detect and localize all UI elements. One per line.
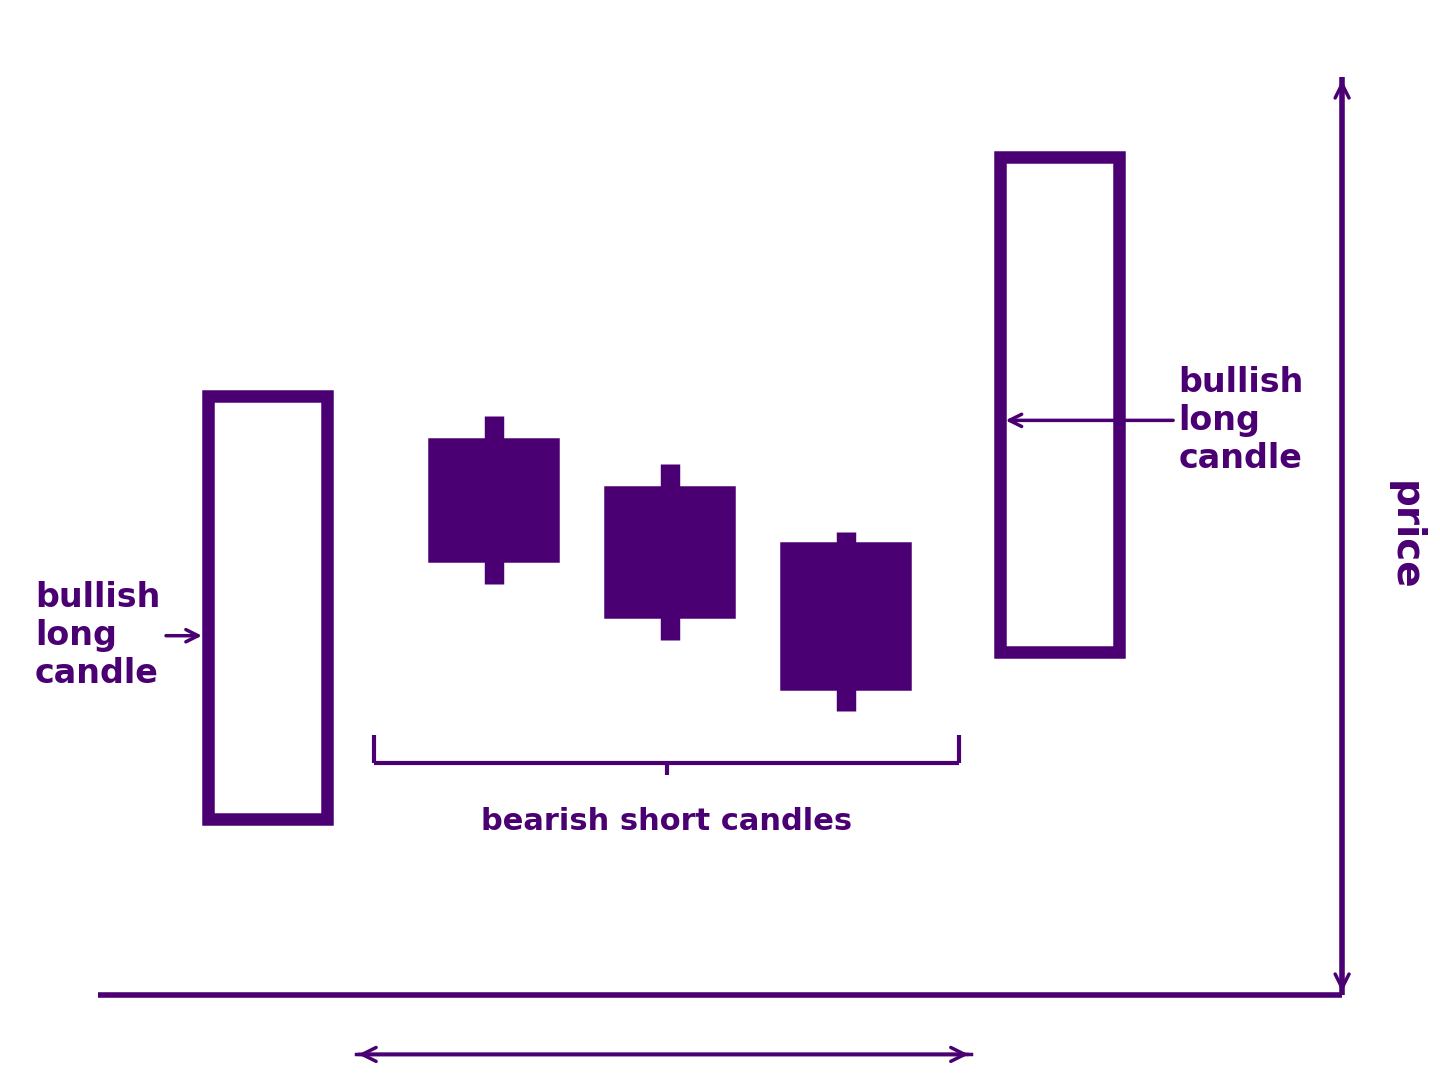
Bar	[433, 444, 553, 556]
Text: bearish short candles: bearish short candles	[481, 807, 852, 836]
Text: bullish
long
candle: bullish long candle	[35, 581, 199, 690]
Text: bullish
long
candle: bullish long candle	[1009, 366, 1305, 475]
Bar	[207, 396, 327, 819]
Bar	[611, 492, 730, 611]
Bar	[999, 158, 1119, 651]
Text: price: price	[1385, 482, 1424, 591]
Bar	[786, 548, 906, 684]
